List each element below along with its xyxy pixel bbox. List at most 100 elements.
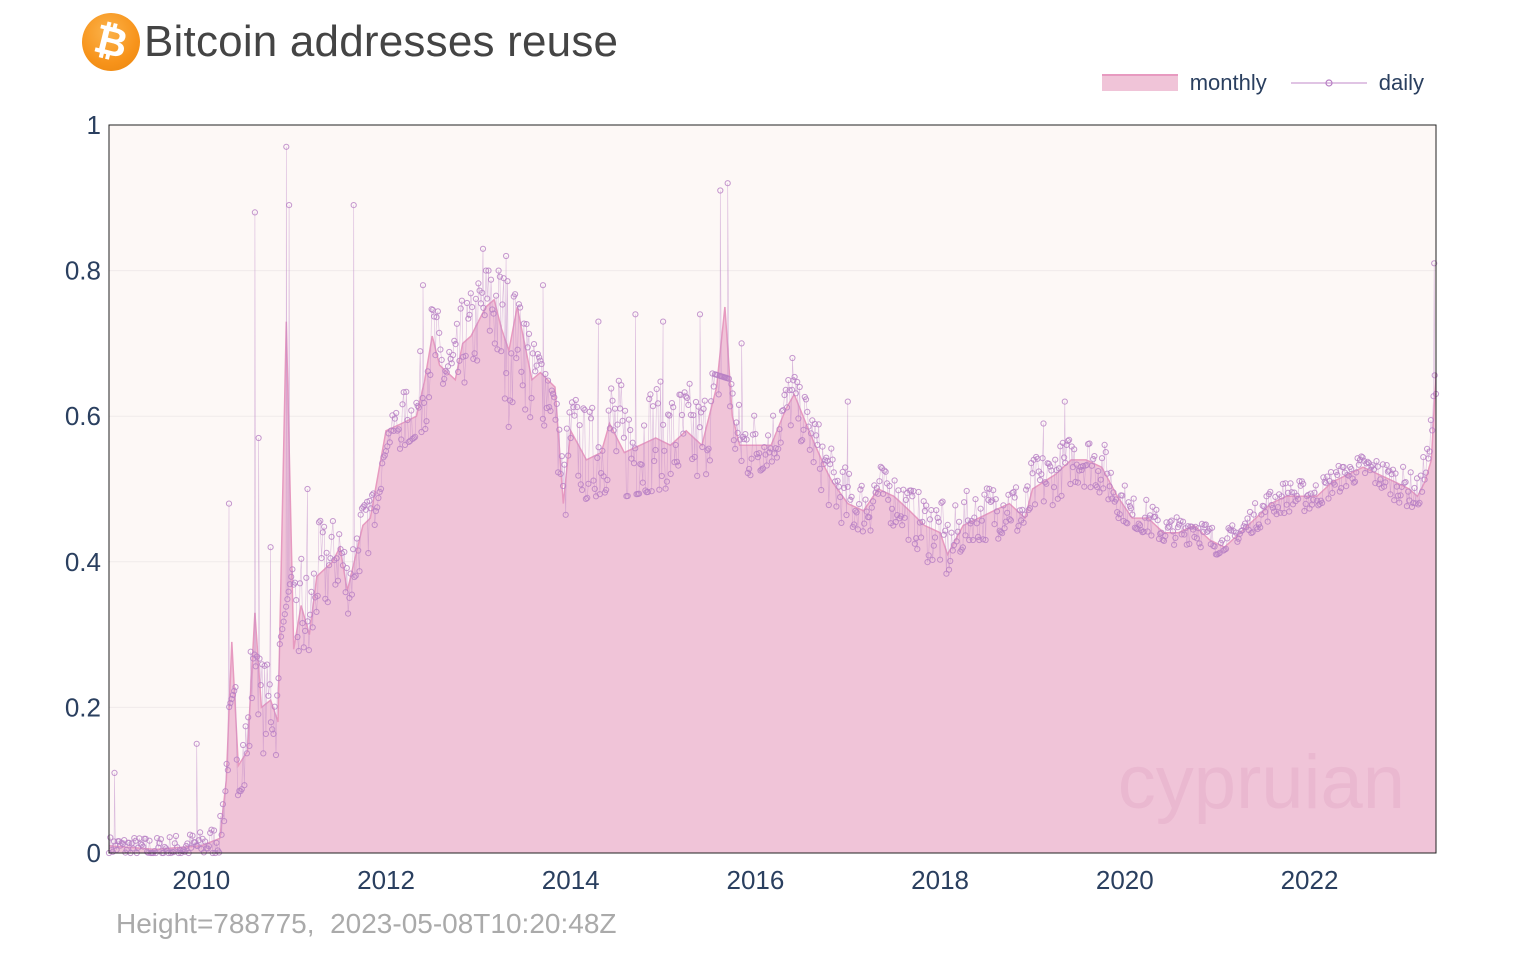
daily-point [790, 377, 797, 384]
daily-point [1171, 541, 1178, 548]
daily-point [613, 448, 620, 455]
daily-point [399, 401, 406, 408]
daily-point [737, 436, 744, 443]
daily-point [1101, 441, 1108, 448]
daily-point [277, 633, 285, 640]
daily-point [867, 527, 874, 534]
daily-point [439, 380, 447, 387]
daily-point [1174, 524, 1182, 531]
daily-point [1158, 529, 1165, 536]
daily-point [1111, 498, 1118, 505]
daily-point [205, 843, 212, 850]
daily-point [210, 827, 218, 834]
daily-point [1088, 462, 1096, 469]
daily-point [1153, 506, 1160, 513]
daily-point [496, 273, 503, 280]
daily-point [696, 311, 704, 318]
y-tick-label: 0 [87, 838, 101, 868]
daily-point [639, 479, 646, 486]
daily-point [553, 400, 560, 407]
daily-point [1082, 462, 1089, 469]
daily-point [944, 521, 951, 529]
daily-point [785, 377, 792, 384]
daily-point [447, 355, 454, 362]
daily-point [724, 180, 731, 187]
daily-point [866, 514, 873, 521]
daily-point [401, 441, 409, 448]
daily-point [518, 368, 525, 375]
daily-point [503, 252, 510, 260]
daily-point [642, 487, 649, 494]
daily-point [1269, 504, 1276, 511]
daily-point [1168, 517, 1175, 524]
daily-point [1136, 522, 1144, 529]
daily-point [1431, 260, 1438, 267]
daily-point [1234, 538, 1241, 545]
daily-point [407, 437, 414, 444]
daily-point [959, 544, 967, 551]
daily-point [665, 411, 672, 418]
daily-point [298, 555, 305, 562]
daily-point [232, 684, 239, 691]
daily-point [763, 462, 770, 469]
daily-point [619, 417, 626, 424]
daily-point [615, 377, 622, 384]
daily-point [470, 355, 477, 362]
daily-point [1045, 460, 1053, 467]
daily-point [429, 306, 436, 314]
daily-point [1412, 500, 1419, 507]
daily-point [122, 849, 129, 856]
daily-point [189, 832, 196, 839]
daily-point [323, 549, 330, 556]
legend-swatch-daily-marker [1325, 79, 1333, 87]
daily-point [833, 503, 840, 510]
daily-point [1038, 471, 1045, 478]
daily-point [193, 842, 200, 849]
daily-point [939, 498, 946, 505]
daily-point [1121, 482, 1128, 489]
daily-point [1369, 462, 1376, 469]
daily-point [126, 839, 133, 847]
daily-point [899, 522, 906, 529]
daily-point [171, 840, 178, 847]
daily-point [735, 401, 743, 408]
daily-point [759, 465, 767, 472]
daily-point [839, 468, 846, 475]
daily-point [1379, 461, 1387, 468]
daily-point [581, 406, 588, 413]
daily-point [772, 445, 779, 452]
daily-point [594, 454, 601, 461]
legend-item-daily[interactable]: daily [1290, 70, 1424, 96]
daily-point [180, 846, 187, 853]
daily-point [248, 694, 255, 702]
daily-point [842, 464, 849, 471]
daily-point [969, 536, 977, 544]
daily-point [780, 407, 787, 414]
daily-point [417, 348, 424, 355]
daily-point [160, 849, 167, 857]
daily-point [1430, 393, 1437, 400]
daily-point [1254, 525, 1261, 533]
daily-point [190, 839, 197, 846]
daily-point [1257, 524, 1264, 531]
daily-point [1386, 467, 1393, 474]
daily-point [1029, 470, 1036, 477]
plot-background [109, 125, 1436, 853]
daily-point [1112, 496, 1120, 503]
daily-point [1116, 511, 1123, 518]
daily-point [1182, 525, 1189, 532]
daily-point [1373, 458, 1380, 465]
daily-point [270, 730, 277, 738]
monthly-area [109, 299, 1436, 853]
daily-point [719, 373, 726, 380]
daily-point [293, 597, 300, 604]
daily-point [169, 848, 176, 855]
daily-point [1283, 501, 1290, 508]
daily-point [947, 557, 954, 565]
daily-point [981, 491, 988, 498]
daily-point [304, 485, 311, 493]
daily-point [816, 465, 824, 472]
daily-point [246, 742, 253, 750]
legend-item-monthly[interactable]: monthly [1101, 70, 1267, 96]
